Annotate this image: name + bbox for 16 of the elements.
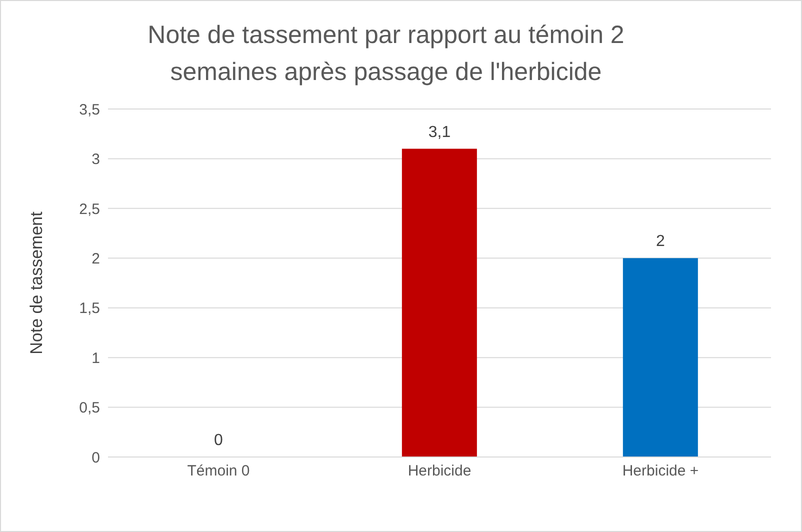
y-axis-title: Note de tassement <box>27 211 46 354</box>
data-label: 0 <box>214 432 224 449</box>
y-tick-label: 2,5 <box>79 200 100 218</box>
chart-title: Note de tassement par rapport au témoin 2 semaines après passage de l'herbicide <box>146 20 626 88</box>
y-tick-label: 3 <box>92 151 100 168</box>
data-label: 3,1 <box>428 124 451 141</box>
y-tick-label: 2 <box>92 250 100 268</box>
y-tick-label: 3,5 <box>79 101 100 118</box>
y-tick-label: 1 <box>92 350 100 367</box>
data-label: 2 <box>656 233 666 250</box>
x-tick-label: Herbicide + <box>622 462 699 480</box>
y-tick-label: 0,5 <box>79 400 100 417</box>
y-tick-label: 1,5 <box>79 300 100 318</box>
y-tick-label: 0 <box>92 449 100 466</box>
x-tick-label: Herbicide <box>408 462 472 480</box>
x-tick-label: Témoin 0 <box>187 462 250 480</box>
